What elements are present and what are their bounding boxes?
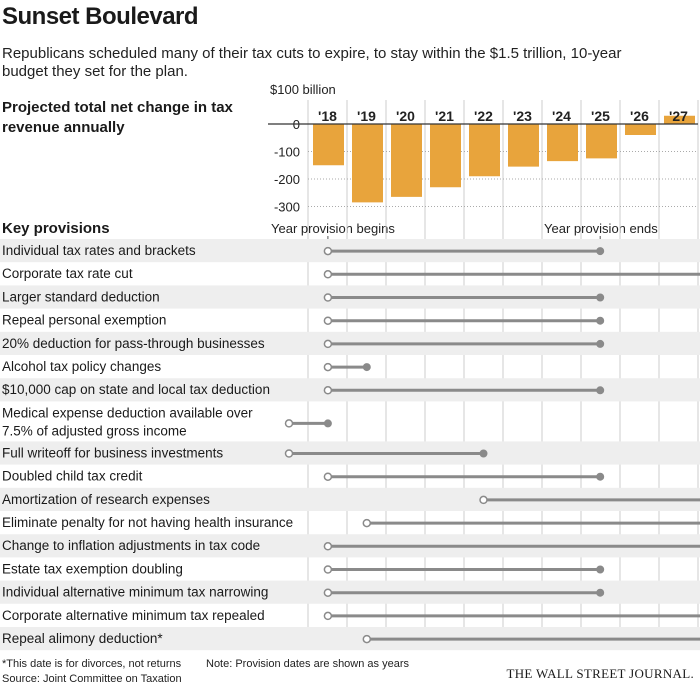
end-marker-label: Year provision ends [544,221,658,236]
y-tick-label: -200 [274,172,300,187]
provision-label: Individual alternative minimum tax narro… [2,585,268,600]
x-tick-label: '24 [552,108,571,124]
provision-start-marker [362,634,372,644]
x-tick-label: '27 [669,108,688,124]
provision-start-marker [323,542,333,551]
provision-end-marker [596,293,605,302]
provision-label: Full writeoff for business investments [2,445,223,460]
bar [586,124,617,159]
provision-start-marker [479,495,488,505]
bar [508,124,539,167]
chart-subtitle: Republicans scheduled many of their tax … [2,45,622,80]
bar [625,124,656,135]
provision-end-marker [323,419,332,428]
provision-start-marker [323,293,333,302]
provision-label: Larger standard deduction [2,289,160,304]
provision-start-marker [323,339,333,349]
x-tick-label: '21 [435,108,454,124]
provision-start-marker [323,246,333,256]
provision-end-marker [596,339,605,348]
source: Source: Joint Committee on Taxation [2,673,182,685]
provision-start-marker [323,611,333,621]
x-tick-label: '26 [630,108,649,124]
provision-start-marker [362,518,372,528]
provision-end-marker [596,386,605,395]
bar [430,124,461,188]
x-tick-label: '20 [396,108,415,124]
y-axis-unit-label: $100 billion [270,82,336,97]
provision-start-marker [323,565,333,574]
provision-start-marker [284,449,294,458]
bar-chart-title: Projected total net change in tax revenu… [2,99,233,136]
bar [391,124,422,197]
bar [664,115,695,124]
provision-label: Medical expense deduction available over [2,405,253,420]
provision-start-marker [323,472,333,481]
provision-label: 7.5% of adjusted gross income [2,423,187,438]
provision-label: $10,000 cap on state and local tax deduc… [2,382,270,397]
provision-start-marker [323,588,333,597]
provision-end-marker [596,472,605,481]
note: Note: Provision dates are shown as years [206,658,409,670]
provision-label: Doubled child tax credit [2,469,143,484]
bar [352,124,383,203]
provision-label: Alcohol tax policy changes [2,359,161,374]
provision-start-marker [284,419,294,428]
provision-row-shade [0,627,700,651]
provision-label: Amortization of research expenses [2,492,210,507]
provision-label: Corporate tax rate cut [2,266,133,281]
provisions-heading: Key provisions [2,220,110,237]
provision-label: Individual tax rates and brackets [2,243,196,258]
x-tick-label: '19 [357,108,376,124]
x-tick-label: '22 [474,108,493,124]
provision-end-marker [596,588,605,597]
provision-start-marker [323,270,333,279]
publisher-logo: THE WALL STREET JOURNAL. [506,666,694,681]
provision-start-marker [323,386,333,395]
y-tick-label: -100 [274,145,300,160]
begin-marker-label: Year provision begins [271,221,395,236]
provision-label: 20% deduction for pass-through businesse… [2,336,265,351]
chart-title: Sunset Boulevard [2,3,199,30]
provision-row-shade [0,487,700,511]
provision-label: Change to inflation adjustments in tax c… [2,538,260,553]
provision-start-marker [323,362,333,372]
x-tick-label: '23 [513,108,532,124]
provision-label: Estate tax exemption doubling [2,561,183,576]
provision-start-marker [323,316,333,325]
provision-end-marker [479,449,488,458]
provision-label: Repeal personal exemption [2,313,166,328]
provision-end-marker [362,363,371,372]
provision-end-marker [596,247,605,256]
provision-label: Corporate alternative minimum tax repeal… [2,608,265,623]
bar [547,124,578,162]
x-tick-label: '18 [318,108,337,124]
y-tick-label: -300 [274,200,300,215]
x-tick-label: '25 [591,108,610,124]
bar [313,124,344,166]
footnote: *This date is for divorces, not returns [2,658,182,670]
provision-label: Eliminate penalty for not having health … [2,515,293,530]
bar [469,124,500,177]
provision-end-marker [596,316,605,325]
provision-label: Repeal alimony deduction* [2,631,163,646]
provision-end-marker [596,565,605,574]
